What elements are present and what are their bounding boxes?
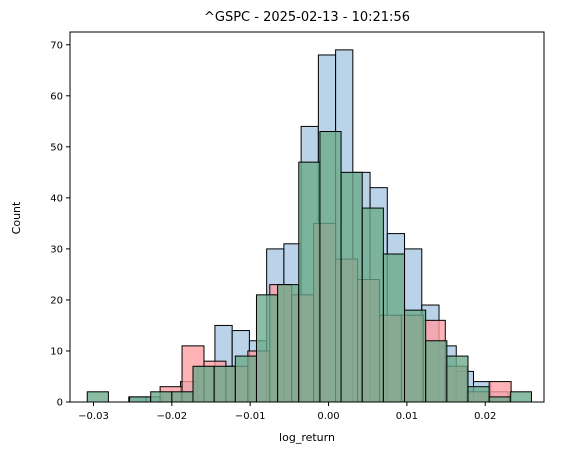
histogram-bar — [426, 341, 447, 402]
histogram-bar — [362, 208, 383, 402]
x-tick-label: 0.00 — [317, 411, 339, 422]
histogram-bar — [193, 366, 214, 402]
histogram-bar — [405, 310, 426, 402]
histogram-bar — [341, 172, 362, 402]
histogram-bar — [299, 162, 320, 402]
y-tick-label: 0 — [57, 398, 63, 409]
histogram-bar — [510, 392, 531, 402]
y-axis-label: Count — [10, 201, 23, 234]
x-tick-label: 0.01 — [396, 411, 418, 422]
y-tick-label: 50 — [50, 142, 63, 153]
chart-title: ^GSPC - 2025-02-13 - 10:21:56 — [204, 10, 410, 25]
y-axis-ticks: 0 10 20 30 40 50 60 70 — [50, 40, 70, 408]
histogram-bar — [383, 254, 404, 402]
x-axis-ticks: −0.03 −0.02 −0.01 0.00 0.01 0.02 — [78, 402, 496, 422]
histogram-bar — [235, 356, 256, 402]
histogram-bar — [278, 285, 299, 402]
histogram-bar — [468, 387, 489, 402]
histogram-bar — [151, 392, 172, 402]
histogram-bar — [320, 132, 341, 402]
y-tick-label: 10 — [50, 346, 63, 357]
histogram-bar — [172, 392, 193, 402]
y-tick-label: 70 — [50, 40, 63, 51]
histogram-bar — [489, 397, 510, 402]
y-tick-label: 20 — [50, 295, 63, 306]
y-tick-label: 40 — [50, 193, 63, 204]
x-axis-label: log_return — [279, 431, 335, 444]
y-tick-label: 60 — [50, 91, 63, 102]
x-tick-label: −0.01 — [235, 411, 266, 422]
x-tick-label: −0.03 — [78, 411, 109, 422]
histogram-series-3 — [87, 132, 531, 402]
histogram-bar — [214, 366, 235, 402]
histogram-bar — [447, 356, 468, 402]
x-tick-label: 0.02 — [474, 411, 496, 422]
histogram-bar — [87, 392, 108, 402]
histogram-bar — [130, 397, 151, 402]
histogram-bar — [256, 295, 277, 402]
x-tick-label: −0.02 — [157, 411, 188, 422]
y-tick-label: 30 — [50, 244, 63, 255]
histogram-bars — [87, 50, 531, 402]
